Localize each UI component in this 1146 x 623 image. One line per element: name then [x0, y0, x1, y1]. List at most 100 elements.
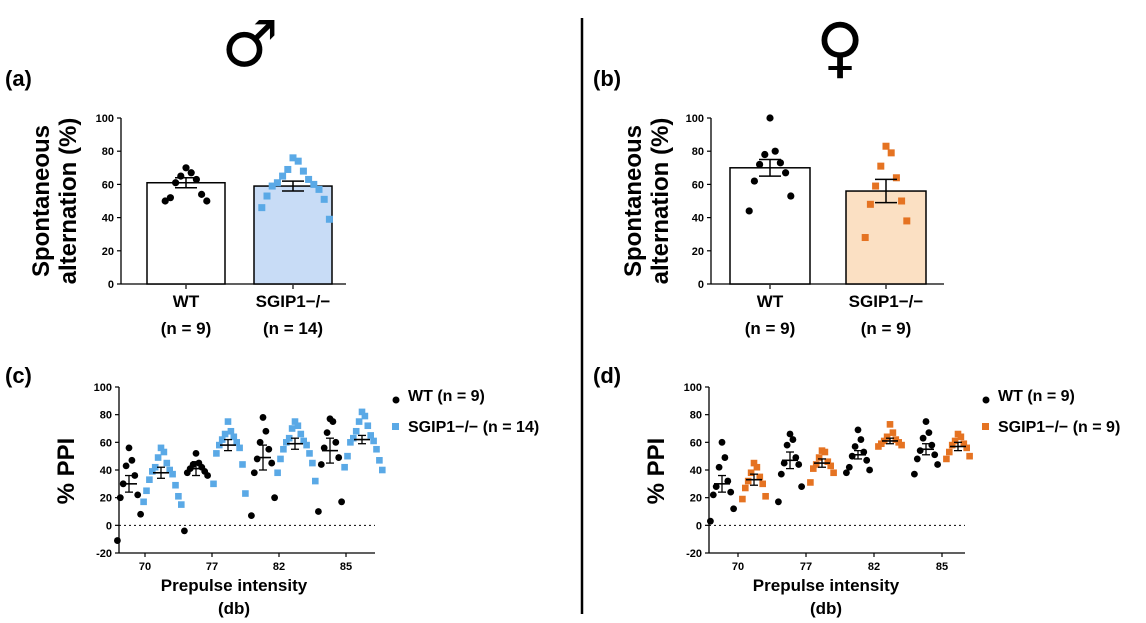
y-tick-label-b-2: 40 — [692, 213, 704, 225]
point-c-wt-3-2 — [323, 429, 331, 437]
bar-a-1 — [253, 185, 333, 285]
point-b-ko-4 — [872, 182, 880, 190]
plot-d: -20 0 20 40 60 80 100 70 77 82 85 — [684, 382, 973, 573]
point-c-ko-2-0 — [291, 418, 299, 425]
female-symbol: ♀ — [816, 9, 864, 86]
point-d-wt-3-1 — [925, 429, 933, 437]
point-c-wt-1-8 — [181, 527, 188, 535]
point-c-ko-3-13 — [379, 466, 386, 474]
point-a-ko-11 — [320, 195, 328, 203]
point-b-wt-1 — [771, 147, 779, 155]
point-c-ko-3-4 — [352, 427, 360, 435]
point-b-ko-0 — [882, 142, 890, 150]
point-c-ko-2-1 — [294, 422, 302, 430]
point-c-ko-2-5 — [300, 437, 307, 445]
point-a-wt-8 — [161, 197, 169, 205]
y-tick-label-b-3: 60 — [692, 179, 704, 191]
point-c-wt-2-6 — [250, 469, 258, 477]
point-d-wt-3-0 — [922, 418, 930, 425]
point-a-wt-5 — [198, 190, 206, 198]
point-d-wt-3-4 — [916, 447, 924, 455]
point-c-ko-1-8 — [213, 450, 220, 457]
y-tick-label-c-6: 100 — [94, 382, 112, 394]
point-c-wt-1-0 — [192, 450, 200, 457]
point-c-wt-3-6 — [317, 461, 325, 468]
point-a-ko-13 — [325, 215, 333, 223]
point-d-ko-1-4 — [812, 461, 820, 468]
point-c-ko-0-11 — [175, 492, 182, 500]
legend-d-wt-label: WT (n = 9) — [998, 388, 1075, 405]
point-d-wt-2-0 — [854, 426, 862, 434]
y-tick-label-b-4: 80 — [692, 146, 704, 158]
point-a-ko-0 — [289, 154, 297, 162]
point-b-wt-0 — [766, 114, 774, 122]
point-d-ko-3-4 — [948, 441, 956, 449]
x-tick-label-d-1: 77 — [800, 561, 812, 573]
legend-d-wt-marker — [982, 396, 990, 404]
point-d-ko-2-0 — [886, 421, 894, 428]
point-d-wt-0-0 — [718, 438, 726, 446]
point-d-wt-3-2 — [919, 434, 927, 442]
x-tick-label-d-0: 70 — [732, 561, 744, 573]
point-c-ko-1-0 — [224, 418, 232, 425]
point-d-wt-2-3 — [860, 448, 868, 456]
point-c-wt-3-5 — [335, 454, 343, 461]
point-a-ko-9 — [315, 185, 323, 193]
point-d-ko-2-1 — [889, 429, 897, 436]
point-c-ko-3-0 — [358, 408, 366, 416]
point-d-wt-1-3 — [792, 454, 800, 461]
point-d-wt-0-1 — [721, 454, 729, 461]
point-d-ko-3-5 — [963, 444, 970, 452]
y-tick-label-d-4: 60 — [690, 437, 702, 449]
y-tick-label-c-0: -20 — [96, 548, 112, 560]
point-d-ko-0-0 — [750, 459, 758, 467]
bar-b-1 — [845, 190, 927, 285]
point-d-ko-0-6 — [742, 484, 749, 492]
point-c-ko-3-2 — [355, 418, 363, 425]
point-a-ko-12 — [258, 204, 266, 212]
xlabel-c-unit: (db) — [218, 599, 250, 618]
point-b-ko-5 — [898, 197, 906, 205]
y-tick-label-c-5: 80 — [100, 410, 112, 422]
x-tick-label-d-3: 85 — [936, 561, 948, 573]
point-d-wt-0-2 — [715, 463, 723, 471]
point-d-ko-1-8 — [807, 479, 814, 486]
point-d-wt-3-8 — [911, 470, 918, 478]
point-c-wt-0-8 — [114, 537, 121, 544]
y-tick-label-a-2: 40 — [102, 213, 114, 225]
point-d-wt-1-7 — [798, 483, 805, 490]
point-c-wt-2-3 — [265, 445, 273, 453]
y-tick-label-a-3: 60 — [102, 179, 114, 191]
point-c-ko-2-6 — [283, 439, 290, 446]
point-d-wt-2-7 — [866, 466, 873, 474]
point-d-ko-0-7 — [762, 492, 769, 500]
point-c-ko-2-10 — [277, 455, 284, 463]
category-label-a-ko: SGIP1−/− — [256, 292, 331, 311]
y-tick-label-a-0: 0 — [108, 279, 114, 291]
point-c-ko-0-9 — [172, 481, 179, 489]
y-tick-label-d-6: 100 — [684, 382, 702, 394]
point-b-wt-5 — [782, 169, 790, 177]
plot-c: -20 0 20 40 60 80 100 70 77 82 85 — [94, 382, 386, 573]
point-c-ko-3-3 — [364, 422, 372, 430]
point-c-ko-1-5 — [233, 439, 240, 446]
point-c-wt-0-7 — [137, 510, 145, 518]
y-tick-label-d-0: -20 — [686, 548, 702, 560]
y-tick-label-a-5: 100 — [96, 113, 114, 125]
point-a-ko-10 — [263, 192, 271, 200]
point-c-wt-0-1 — [128, 456, 136, 464]
point-d-ko-3-8 — [943, 455, 950, 463]
point-a-wt-1 — [187, 169, 195, 177]
legend-c-wt-marker — [392, 396, 400, 404]
point-c-ko-0-12 — [140, 498, 147, 506]
point-d-ko-1-5 — [827, 462, 834, 470]
point-c-ko-1-10 — [210, 480, 217, 488]
point-c-wt-3-7 — [338, 498, 345, 506]
y-tick-label-b-0: 0 — [698, 279, 704, 291]
point-c-ko-3-6 — [350, 434, 357, 442]
point-c-ko-0-6 — [149, 468, 156, 475]
point-d-wt-1-8 — [775, 498, 782, 506]
legend-c-ko-marker — [392, 423, 399, 430]
point-d-ko-1-7 — [830, 469, 837, 477]
